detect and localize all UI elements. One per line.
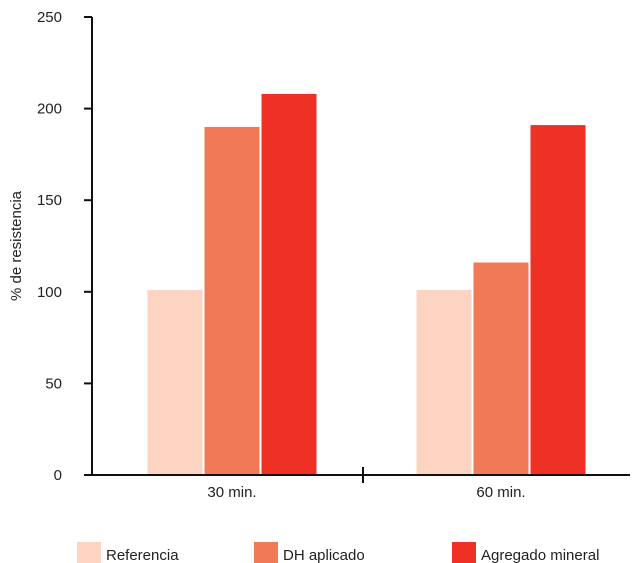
bar-3-1 xyxy=(261,93,317,475)
y-axis-title: % de resistencia xyxy=(8,190,25,301)
y-tick-label: 50 xyxy=(45,375,62,392)
bar-3-2 xyxy=(530,125,586,475)
legend-swatch-1 xyxy=(77,542,101,563)
bar-2-2 xyxy=(473,262,529,475)
x-category-label: 30 min. xyxy=(207,484,256,501)
y-tick-label: 150 xyxy=(37,192,62,209)
y-tick-label: 0 xyxy=(54,467,62,484)
x-category-label: 60 min. xyxy=(476,484,525,501)
bar-1-1 xyxy=(147,289,203,475)
legend-swatch-2 xyxy=(254,542,278,563)
bar-2-1 xyxy=(204,126,260,476)
y-tick-label: 200 xyxy=(37,101,62,118)
y-tick-label: 100 xyxy=(37,284,62,301)
legend-swatch-3 xyxy=(452,542,476,563)
bars-group xyxy=(147,93,586,476)
legend-label-2: DH aplicado xyxy=(283,547,365,563)
y-tick-label: 250 xyxy=(37,9,62,26)
legend-label-1: Referencia xyxy=(106,547,179,563)
legend: Referencia DH aplicado Agregado mineral xyxy=(77,542,599,563)
bar-1-2 xyxy=(416,289,472,475)
axes-group xyxy=(91,17,630,483)
y-ticks-group: 0 50 100 150 200 250 xyxy=(37,9,92,484)
legend-label-3: Agregado mineral xyxy=(481,547,599,563)
x-labels-group: 30 min. 60 min. xyxy=(207,484,525,501)
